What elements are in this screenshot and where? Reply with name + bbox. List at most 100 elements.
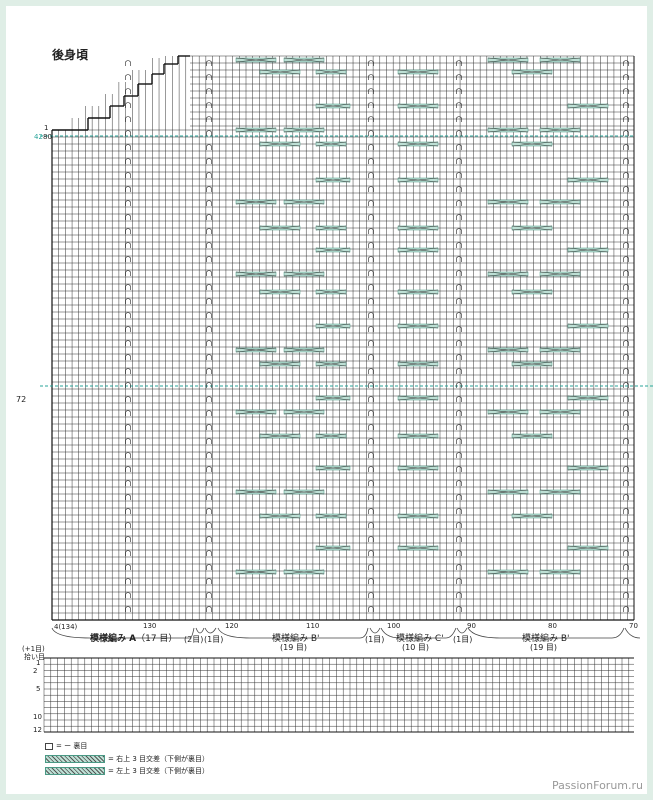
purl-arch [368, 494, 374, 500]
pickup-row-1: 1 [36, 659, 41, 667]
purl-arch [623, 550, 629, 556]
purl-arch [456, 508, 462, 514]
purl-arch [125, 536, 131, 542]
cable-cross-line [315, 395, 351, 401]
cable-cross-line [539, 127, 581, 133]
purl-arch [368, 144, 374, 150]
row-marker-42: 42 [34, 133, 43, 141]
purl-arch [368, 200, 374, 206]
purl-arch [206, 592, 212, 598]
purl-arch [623, 340, 629, 346]
cable-cross-line [487, 347, 529, 353]
purl-arch [456, 410, 462, 416]
purl-arch [206, 410, 212, 416]
section-b2-label: 模様編み B' [522, 634, 570, 644]
purl-arch [206, 284, 212, 290]
purl-arch [368, 522, 374, 528]
purl-arch [623, 522, 629, 528]
purl-arch [623, 494, 629, 500]
gap-1b-label: (1目) [365, 635, 385, 644]
cable-cross-line [397, 103, 439, 109]
purl-arch [125, 424, 131, 430]
purl-arch [456, 564, 462, 570]
row-marker-1: 1 [44, 124, 49, 132]
purl-arch [125, 578, 131, 584]
purl-arch [623, 256, 629, 262]
purl-arch [623, 284, 629, 290]
purl-arch [125, 74, 131, 80]
cable-cross-line [315, 141, 347, 147]
cable-cross-line [235, 409, 277, 415]
cable-cross-line [315, 545, 351, 551]
pickup-plus-label: (+1目) [22, 645, 45, 653]
purl-arch [456, 158, 462, 164]
purl-arch [206, 312, 212, 318]
cable-cross-line [567, 103, 609, 109]
purl-arch [368, 116, 374, 122]
purl-arch [456, 368, 462, 374]
purl-arch [125, 438, 131, 444]
cable-cross-line [315, 323, 351, 329]
cable-cross-line [567, 323, 609, 329]
purl-arch [623, 424, 629, 430]
legend-left-cross: = 左上 3 目交差（下側が裏目） [45, 766, 209, 776]
cable-cross-line [259, 225, 301, 231]
purl-arch [456, 326, 462, 332]
purl-arch [206, 382, 212, 388]
pickup-row-10: 10 [33, 713, 42, 721]
purl-arch [368, 536, 374, 542]
row-marker-80: 80 [43, 133, 52, 141]
purl-arch [623, 214, 629, 220]
purl-arch [206, 396, 212, 402]
purl-arch [125, 158, 131, 164]
cable-cross-line [487, 57, 529, 63]
purl-arch [125, 410, 131, 416]
cable-cross-line [397, 395, 439, 401]
cable-cross-line [487, 409, 529, 415]
purl-arch [456, 88, 462, 94]
cable-cross-line [235, 57, 277, 63]
cable-cross-line [511, 141, 553, 147]
purl-arch [623, 116, 629, 122]
purl-arch [125, 396, 131, 402]
cable-cross-line [283, 271, 325, 277]
pickup-grid [43, 657, 634, 733]
cable-cross-line [567, 545, 609, 551]
purl-arch [623, 242, 629, 248]
cable-cross-line [539, 199, 581, 205]
chart-marks [125, 57, 629, 612]
purl-arch [206, 578, 212, 584]
purl-arch [368, 172, 374, 178]
purl-arch [206, 158, 212, 164]
purl-arch [456, 466, 462, 472]
purl-arch [206, 228, 212, 234]
purl-arch [125, 326, 131, 332]
purl-arch [623, 102, 629, 108]
purl-arch [125, 312, 131, 318]
purl-arch [623, 130, 629, 136]
cable-cross-line [315, 289, 347, 295]
purl-arch [456, 494, 462, 500]
cable-cross-line [315, 513, 347, 519]
purl-arch [368, 578, 374, 584]
cable-cross-line [487, 489, 529, 495]
purl-arch [368, 550, 374, 556]
purl-arch [125, 284, 131, 290]
cable-cross-line [259, 69, 301, 75]
purl-arch [206, 480, 212, 486]
cable-cross-line [315, 361, 347, 367]
purl-arch [125, 592, 131, 598]
purl-arch [368, 74, 374, 80]
purl-arch [125, 508, 131, 514]
purl-arch [623, 312, 629, 318]
purl-arch [456, 340, 462, 346]
gap-2-label: (2目) [184, 635, 204, 644]
purl-arch [206, 466, 212, 472]
col-number-120: 120 [225, 622, 239, 630]
purl-arch [456, 382, 462, 388]
purl-arch [623, 60, 629, 66]
purl-arch [125, 382, 131, 388]
cable-cross-line [397, 225, 439, 231]
purl-arch [206, 186, 212, 192]
purl-arch [456, 60, 462, 66]
